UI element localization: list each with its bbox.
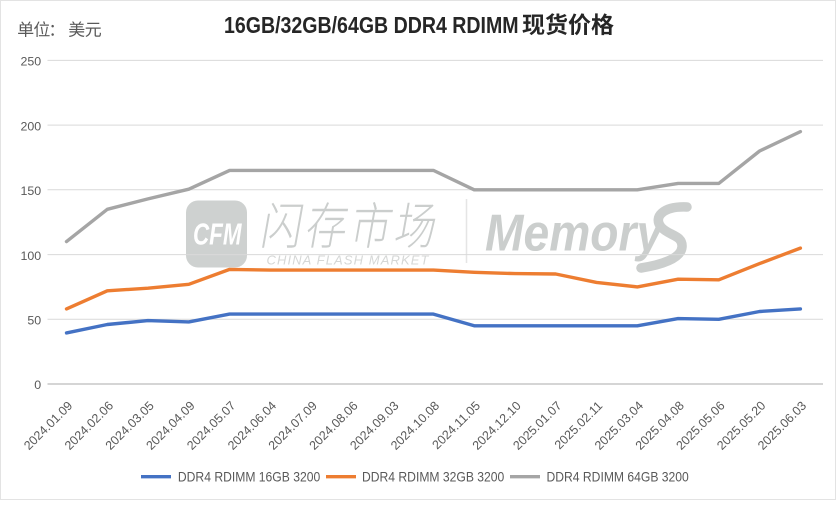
svg-text:CHINA FLASH MARKET: CHINA FLASH MARKET (267, 253, 430, 268)
svg-text:250: 250 (21, 55, 42, 69)
svg-text:16GB/32GB/64GB DDR4 RDIMM: 16GB/32GB/64GB DDR4 RDIMM (224, 11, 519, 38)
svg-text:CFM: CFM (193, 217, 242, 251)
svg-text:200: 200 (21, 119, 42, 133)
svg-text:DDR4 RDIMM 16GB 3200: DDR4 RDIMM 16GB 3200 (178, 469, 320, 485)
svg-text:150: 150 (21, 184, 42, 198)
svg-text:0: 0 (34, 378, 41, 392)
svg-text:Memory: Memory (485, 204, 665, 262)
svg-text:DDR4 RDIMM 64GB 3200: DDR4 RDIMM 64GB 3200 (547, 469, 689, 485)
svg-text:100: 100 (21, 249, 42, 263)
svg-text:DDR4 RDIMM 32GB 3200: DDR4 RDIMM 32GB 3200 (362, 469, 504, 485)
svg-text:50: 50 (27, 314, 41, 328)
